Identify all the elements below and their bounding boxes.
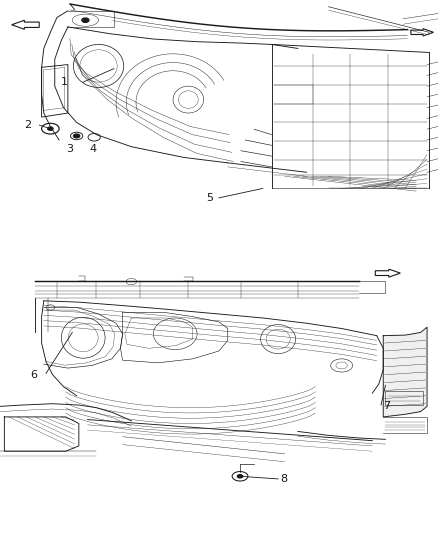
Text: 7: 7 bbox=[383, 401, 390, 411]
Text: 5: 5 bbox=[206, 193, 213, 203]
Circle shape bbox=[74, 134, 80, 138]
Text: 8: 8 bbox=[280, 474, 287, 484]
Circle shape bbox=[237, 475, 243, 478]
Circle shape bbox=[48, 127, 53, 130]
Circle shape bbox=[82, 18, 89, 22]
Text: 1: 1 bbox=[61, 77, 68, 87]
Polygon shape bbox=[383, 327, 427, 417]
Text: 4: 4 bbox=[90, 144, 97, 155]
Bar bbox=[385, 391, 423, 405]
Text: 6: 6 bbox=[31, 370, 38, 379]
Text: 3: 3 bbox=[67, 144, 74, 155]
Text: 2: 2 bbox=[24, 120, 31, 130]
